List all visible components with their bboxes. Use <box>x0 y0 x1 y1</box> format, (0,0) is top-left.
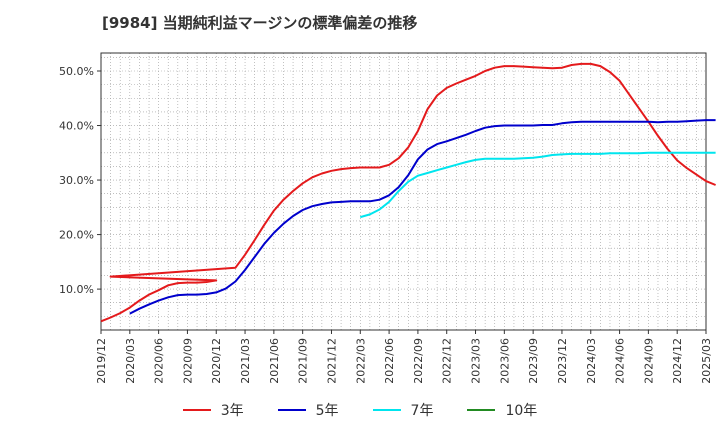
x-tick-label: 2023/09 <box>527 338 540 384</box>
legend-label: 10年 <box>505 403 538 419</box>
x-tick-label: 2024/12 <box>671 338 684 384</box>
y-tick-label: 50.0% <box>59 65 94 78</box>
legend-swatch <box>277 409 306 411</box>
plot-frame <box>100 52 707 331</box>
legend-label: 7年 <box>410 403 434 419</box>
grid <box>101 53 706 330</box>
x-tick-label: 2021/06 <box>268 338 281 384</box>
x-tick-label: 2021/09 <box>297 338 310 384</box>
y-tick-label: 40.0% <box>59 120 94 133</box>
series-layer <box>100 62 716 323</box>
legend-item: 7年 <box>372 400 434 420</box>
x-tick-label: 2019/12 <box>95 338 108 384</box>
legend-item: 3年 <box>182 400 244 420</box>
legend-label: 5年 <box>315 403 339 419</box>
series-line-3年 <box>100 62 716 323</box>
x-tick-label: 2023/03 <box>470 338 483 384</box>
chart-title: [9984] 当期純利益マージンの標準偏差の推移 <box>102 14 418 32</box>
legend: 3年 5年 7年 10年 <box>0 400 720 420</box>
x-tick-label: 2020/03 <box>124 338 137 384</box>
x-tick-label: 2023/06 <box>498 338 511 384</box>
legend-item: 10年 <box>467 400 537 420</box>
x-tick-label: 2022/09 <box>412 338 425 384</box>
x-tick-label: 2024/03 <box>585 338 598 384</box>
x-axis: 2019/12 2020/03 2020/06 2020/09 2020/12 2021/… <box>95 330 713 384</box>
legend-swatch <box>372 409 401 411</box>
y-axis: 10.0% 20.0% 30.0% 40.0% 50.0% <box>59 65 101 296</box>
series-line-5年 <box>129 119 716 315</box>
x-tick-label: 2020/09 <box>181 338 194 384</box>
x-tick-label: 2022/03 <box>354 338 367 384</box>
x-tick-label: 2021/03 <box>239 338 252 384</box>
legend-swatch <box>182 409 211 411</box>
x-tick-label: 2025/03 <box>700 338 713 384</box>
legend-item: 5年 <box>277 400 339 420</box>
x-tick-label: 2024/06 <box>614 338 627 384</box>
x-tick-label: 2020/12 <box>210 338 223 384</box>
x-tick-label: 2020/06 <box>153 338 166 384</box>
y-tick-label: 10.0% <box>59 283 94 296</box>
x-tick-label: 2024/09 <box>642 338 655 384</box>
series-line-7年 <box>360 151 716 219</box>
y-tick-label: 20.0% <box>59 229 94 242</box>
x-tick-label: 2023/12 <box>556 338 569 384</box>
legend-label: 3年 <box>220 403 244 419</box>
x-tick-label: 2022/12 <box>441 338 454 384</box>
x-tick-label: 2021/12 <box>325 338 338 384</box>
legend-swatch <box>467 409 496 411</box>
y-tick-label: 30.0% <box>59 174 94 187</box>
x-tick-label: 2022/06 <box>383 338 396 384</box>
